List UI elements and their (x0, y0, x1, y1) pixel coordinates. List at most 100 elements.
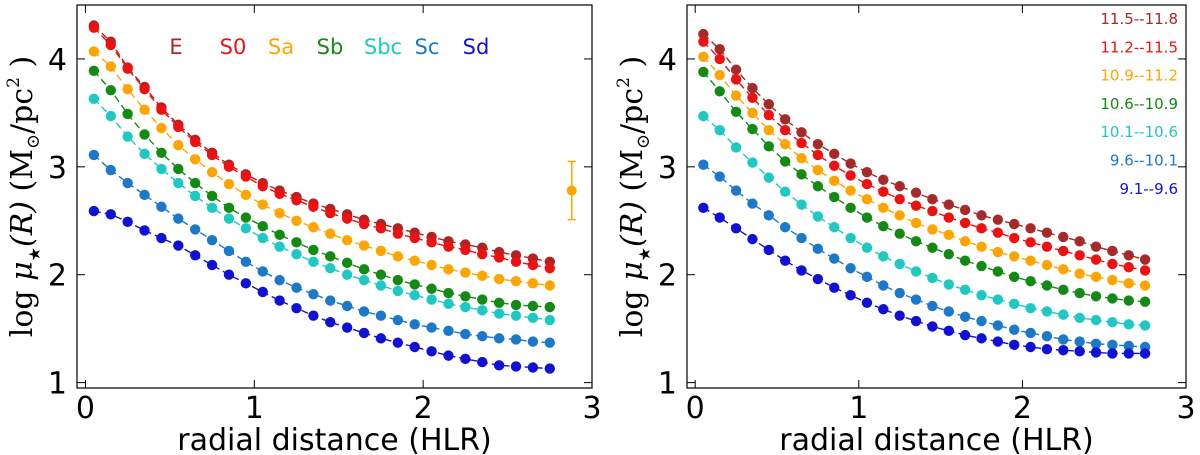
data-point (927, 205, 938, 217)
data-point (105, 61, 116, 72)
y-tick-label: 3 (48, 151, 67, 186)
series-Sc (88, 149, 555, 348)
data-point (88, 65, 100, 77)
data-point (358, 264, 370, 275)
x-tick-label: 0 (686, 391, 705, 426)
data-point (747, 92, 758, 103)
data-point (927, 242, 938, 253)
data-point (257, 286, 268, 298)
y-label-star: ★ (25, 247, 44, 261)
data-point (812, 138, 824, 150)
data-point (274, 188, 285, 200)
data-point (527, 259, 539, 271)
data-point (1139, 296, 1151, 307)
data-point (443, 241, 454, 252)
data-point (341, 234, 353, 246)
legend-entry: Sa (268, 35, 294, 59)
data-point (206, 202, 218, 214)
data-point (375, 280, 387, 291)
data-point (992, 336, 1004, 347)
data-point (223, 202, 235, 214)
data-point (796, 199, 807, 210)
data-point (443, 325, 454, 337)
data-point (1041, 227, 1053, 238)
series-line (93, 27, 550, 269)
data-point (959, 255, 971, 266)
data-point (544, 280, 555, 291)
data-point (206, 259, 218, 271)
data-point (730, 106, 742, 118)
y-label-sup: 2 (4, 77, 24, 88)
data-point (878, 186, 889, 197)
data-point (1058, 245, 1069, 257)
data-point (527, 312, 539, 324)
data-point (358, 327, 370, 339)
y-tick-label: 2 (658, 259, 677, 294)
data-point (477, 294, 488, 305)
data-point (426, 237, 437, 248)
data-point (510, 275, 522, 287)
data-point (477, 356, 488, 368)
series-line (702, 115, 1146, 327)
y-label-prefix: log (5, 281, 40, 337)
data-point (878, 304, 889, 315)
data-point (173, 213, 184, 224)
data-point (189, 177, 201, 189)
data-point (139, 104, 150, 115)
data-point (829, 175, 840, 187)
data-point (1139, 320, 1151, 331)
data-point (1090, 347, 1102, 358)
data-point (698, 159, 709, 170)
data-point (375, 269, 387, 280)
data-point (1123, 261, 1134, 273)
data-point (223, 245, 235, 257)
data-point (976, 210, 987, 221)
data-point (257, 266, 268, 277)
data-point (426, 259, 437, 271)
data-point (375, 223, 387, 234)
data-point (812, 273, 824, 285)
data-point (894, 193, 905, 205)
data-point (1058, 334, 1069, 345)
data-point (409, 290, 420, 301)
legend-entry: 10.1--10.6 (1100, 123, 1178, 141)
data-point (544, 314, 555, 326)
data-point (1123, 340, 1134, 352)
data-point (730, 142, 742, 153)
data-point (1058, 264, 1069, 275)
data-point (878, 280, 889, 291)
data-point (510, 299, 522, 311)
y-tick-label: 4 (48, 43, 67, 78)
data-point (308, 288, 319, 300)
series-line (93, 98, 550, 321)
data-point (443, 287, 454, 299)
data-point (527, 336, 539, 347)
data-point (122, 131, 133, 142)
data-point (796, 153, 807, 164)
data-point (291, 195, 302, 206)
data-point (1123, 295, 1134, 306)
data-point (1041, 280, 1053, 291)
legend-entry: 10.6--10.9 (1100, 95, 1178, 113)
data-point (443, 264, 454, 275)
data-point (1009, 339, 1020, 351)
data-point (796, 232, 807, 244)
data-point (698, 66, 709, 78)
series-line (93, 210, 550, 370)
data-point (894, 287, 905, 299)
data-point (910, 315, 922, 327)
data-point (796, 137, 807, 149)
data-point (240, 223, 252, 234)
data-point (139, 189, 150, 201)
data-point (1041, 259, 1053, 271)
data-point (1041, 306, 1053, 317)
data-point (189, 250, 201, 261)
data-point (105, 209, 116, 220)
data-point (291, 302, 302, 314)
data-point (139, 148, 150, 160)
data-point (325, 263, 336, 274)
data-point (274, 229, 285, 240)
data-point (291, 237, 302, 248)
series-line (93, 154, 550, 344)
